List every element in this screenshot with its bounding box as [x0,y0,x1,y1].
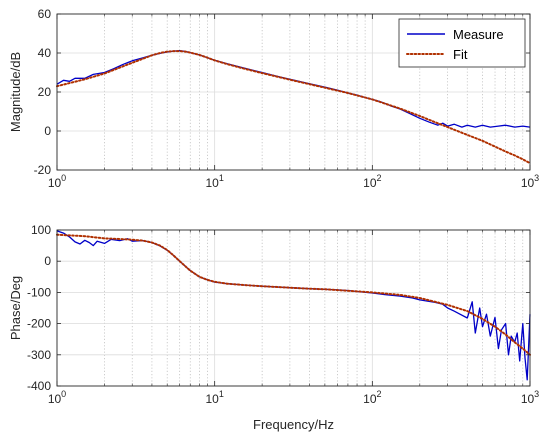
phase-y-axis-label: Phase/Deg [8,276,23,340]
phase-plot-area [57,230,530,386]
phase-x-tick-label: 102 [363,389,381,406]
magnitude-y-tick-label: 0 [44,124,51,138]
phase-y-tick-label: -200 [27,317,51,331]
magnitude-x-tick-exponent: 2 [377,173,382,183]
magnitude-x-tick-base: 10 [205,176,219,190]
phase-x-tick-exponent: 2 [377,389,382,399]
magnitude-x-tick-base: 10 [521,176,535,190]
phase-x-tick-exponent: 1 [219,389,224,399]
phase-x-tick-exponent: 3 [534,389,539,399]
phase-y-tick-label: -300 [27,348,51,362]
magnitude-x-tick-exponent: 0 [61,173,66,183]
phase-x-tick-label: 103 [521,389,539,406]
phase-y-tick-label: -100 [27,285,51,299]
magnitude-y-tick-label: 20 [38,85,52,99]
phase-x-tick-base: 10 [521,392,535,406]
phase-x-axis-label: Frequency/Hz [253,417,334,432]
phase-x-tick-exponent: 0 [61,389,66,399]
phase-x-tick-base: 10 [363,392,377,406]
magnitude-x-tick-base: 10 [48,176,62,190]
phase-x-tick-base: 10 [205,392,219,406]
magnitude-series-fit-line [56,50,531,165]
phase-x-tick-label: 100 [48,389,66,406]
magnitude-y-tick-label: 40 [38,46,52,60]
phase-x-tick-base: 10 [48,392,62,406]
magnitude-x-tick-exponent: 1 [219,173,224,183]
magnitude-x-tick-label: 100 [48,173,66,190]
phase-y-tick-label: 100 [31,223,51,237]
magnitude-y-tick-label: -20 [34,163,52,177]
magnitude-x-tick-label: 102 [363,173,381,190]
legend: Measure Fit [398,18,526,68]
legend-label-fit: Fit [453,47,468,62]
legend-label-measure: Measure [453,27,504,42]
magnitude-y-tick-label: 60 [38,7,52,21]
magnitude-x-tick-label: 103 [521,173,539,190]
phase-y-tick-label: 0 [44,254,51,268]
phase-x-tick-label: 101 [205,389,223,406]
magnitude-x-tick-base: 10 [363,176,377,190]
magnitude-x-tick-exponent: 3 [534,173,539,183]
magnitude-y-axis-label: Magnitude/dB [8,52,23,132]
magnitude-x-tick-label: 101 [205,173,223,190]
legend-box [398,18,526,68]
phase-y-tick-label: -400 [27,379,51,393]
phase-axes-box [56,229,531,387]
phase-series-fit-line [56,233,531,356]
